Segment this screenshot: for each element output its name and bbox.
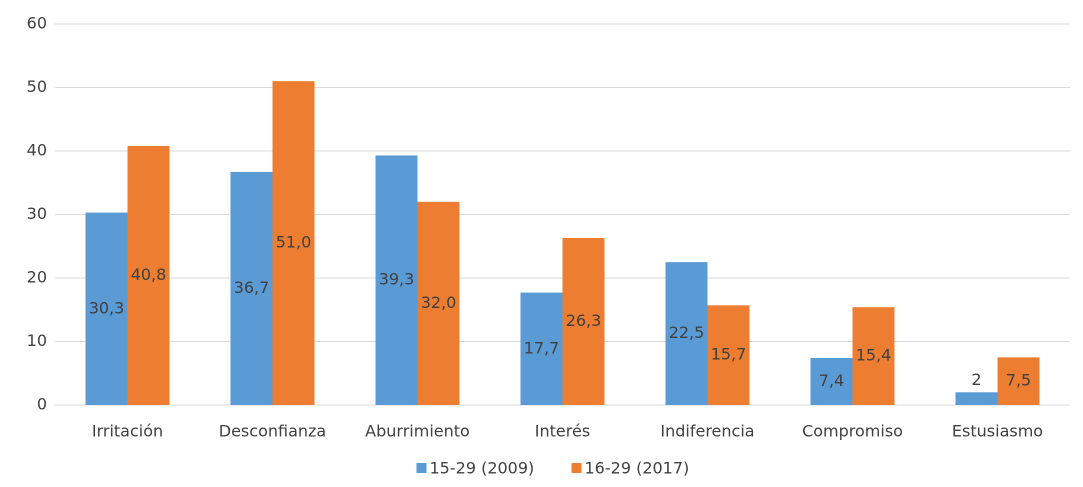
x-tick-label: Compromiso	[802, 422, 903, 441]
bar	[955, 392, 998, 405]
x-tick-label: Estusiasmo	[952, 422, 1043, 441]
x-tick-label: Irritación	[92, 422, 163, 441]
bar	[562, 237, 605, 405]
data-label: 39,3	[379, 270, 415, 289]
y-tick-label: 30	[27, 204, 47, 223]
data-label: 7,4	[819, 371, 844, 390]
bar	[852, 307, 895, 405]
data-label: 22,5	[669, 323, 705, 342]
data-label: 51,0	[276, 233, 312, 252]
x-tick-label: Interés	[535, 422, 590, 441]
data-label: 26,3	[566, 311, 602, 330]
data-label: 2	[971, 370, 981, 389]
x-tick-label: Aburrimiento	[365, 422, 470, 441]
data-label: 30,3	[89, 298, 125, 317]
bar	[272, 81, 315, 406]
bar	[375, 155, 418, 405]
bar	[230, 171, 273, 405]
bar	[85, 212, 128, 405]
data-label: 40,8	[131, 265, 167, 284]
data-label: 36,7	[234, 278, 270, 297]
legend-swatch	[416, 463, 427, 473]
data-label: 17,7	[524, 338, 560, 357]
y-tick-label: 10	[27, 331, 47, 350]
bar	[997, 357, 1040, 405]
bar	[665, 262, 708, 405]
bar	[707, 305, 750, 405]
y-tick-label: 40	[27, 141, 47, 160]
x-tick-label: Indiferencia	[660, 422, 754, 441]
legend-swatch	[571, 463, 582, 473]
legend-label: 15-29 (2009)	[430, 459, 535, 478]
bar	[520, 292, 563, 405]
bar	[810, 358, 853, 405]
bar	[417, 201, 460, 405]
data-label: 32,0	[421, 293, 457, 312]
data-label: 7,5	[1006, 371, 1031, 390]
bar	[127, 145, 170, 406]
data-label: 15,4	[856, 346, 892, 365]
x-tick-label: Desconfianza	[219, 422, 326, 441]
y-tick-label: 0	[37, 395, 47, 414]
y-tick-label: 60	[27, 14, 47, 33]
y-tick-label: 20	[27, 268, 47, 287]
data-label: 15,7	[711, 345, 747, 364]
y-tick-label: 50	[27, 77, 47, 96]
legend-label: 16-29 (2017)	[585, 459, 690, 478]
